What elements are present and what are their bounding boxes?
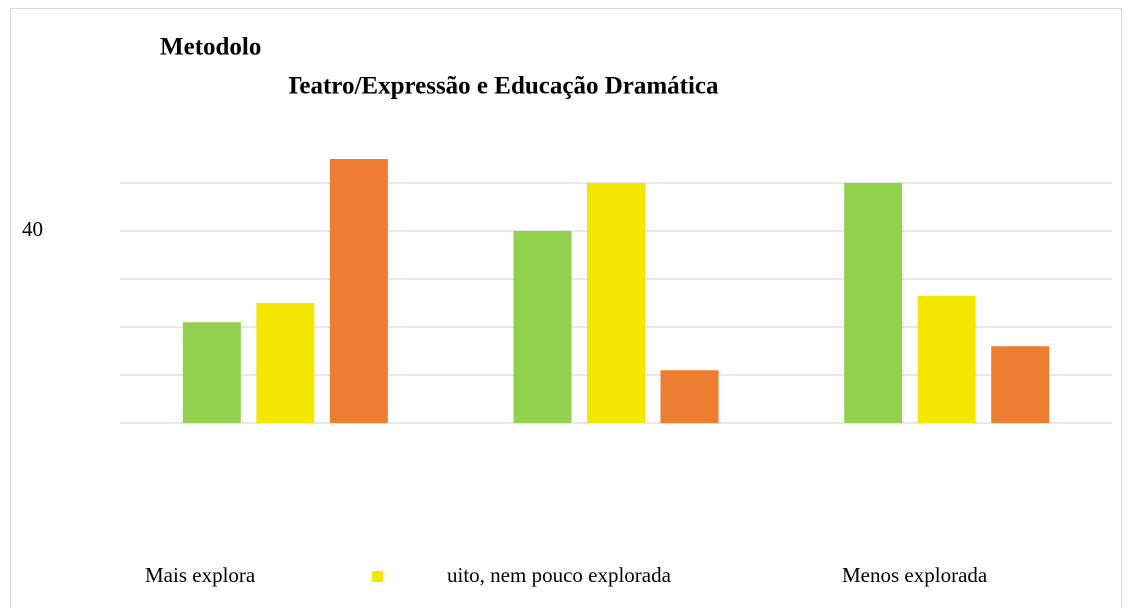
bar — [587, 183, 645, 423]
legend: Mais explora uito, nem pouco explorada Men… — [120, 563, 988, 587]
legend-marker — [372, 571, 383, 582]
legend-label: Menos explorada — [842, 563, 988, 587]
bar — [513, 231, 572, 423]
bar — [329, 159, 388, 423]
chart-title: Metodolo — [160, 34, 261, 61]
clip-cover — [270, 70, 289, 110]
bar — [660, 370, 719, 423]
bar — [844, 183, 903, 423]
plot-area: 40 — [22, 159, 1112, 424]
y-tick-label: 40 — [22, 217, 43, 241]
bar — [917, 295, 976, 423]
bar — [256, 303, 315, 423]
bar — [991, 346, 1050, 423]
legend-label: uito, nem pouco explorada — [447, 563, 672, 587]
clip-cover — [800, 567, 838, 587]
legend-label: Mais explora — [145, 563, 256, 587]
clip-cover — [120, 567, 142, 587]
chart-subtitle: Teatro/Expressão e Educação Dramática — [285, 73, 719, 100]
bar — [182, 322, 241, 423]
